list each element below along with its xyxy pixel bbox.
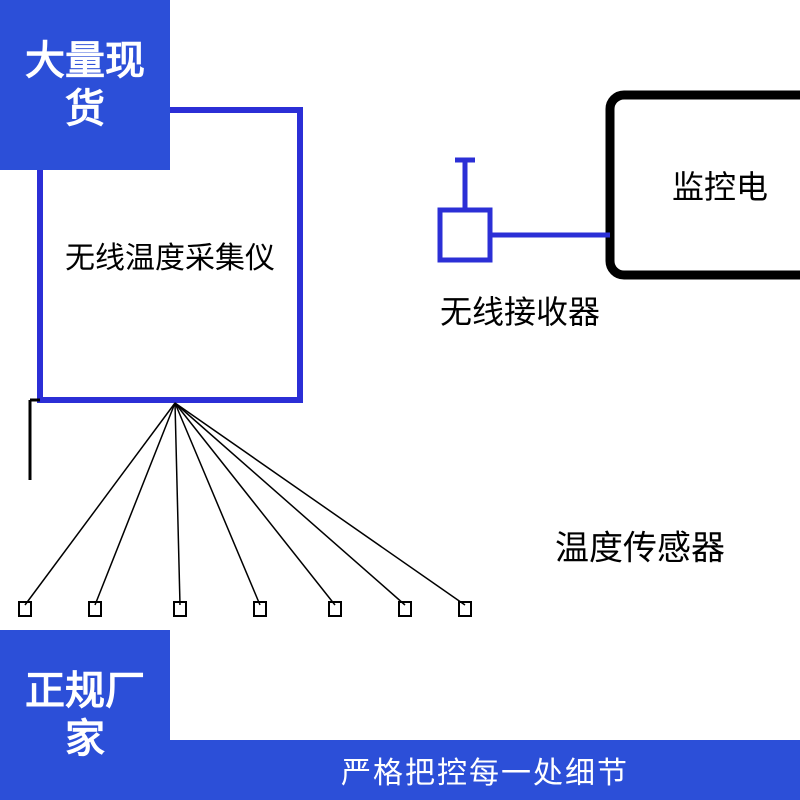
monitor-label: 监控电 (672, 162, 768, 208)
sensors-label: 温度传感器 (555, 521, 725, 570)
collector-label: 无线温度采集仪 (65, 233, 275, 277)
badge-top-left: 大量现货 (0, 0, 170, 170)
badge-bottom-left: 正规厂家 (0, 630, 170, 800)
diagram-canvas: 无线温度采集仪 无线接收器 监控电 温度传感器 大量现货 正规厂家 严格把控每一… (0, 0, 800, 800)
footer-bar: 严格把控每一处细节 (170, 740, 800, 800)
receiver-label: 无线接收器 (440, 287, 600, 333)
